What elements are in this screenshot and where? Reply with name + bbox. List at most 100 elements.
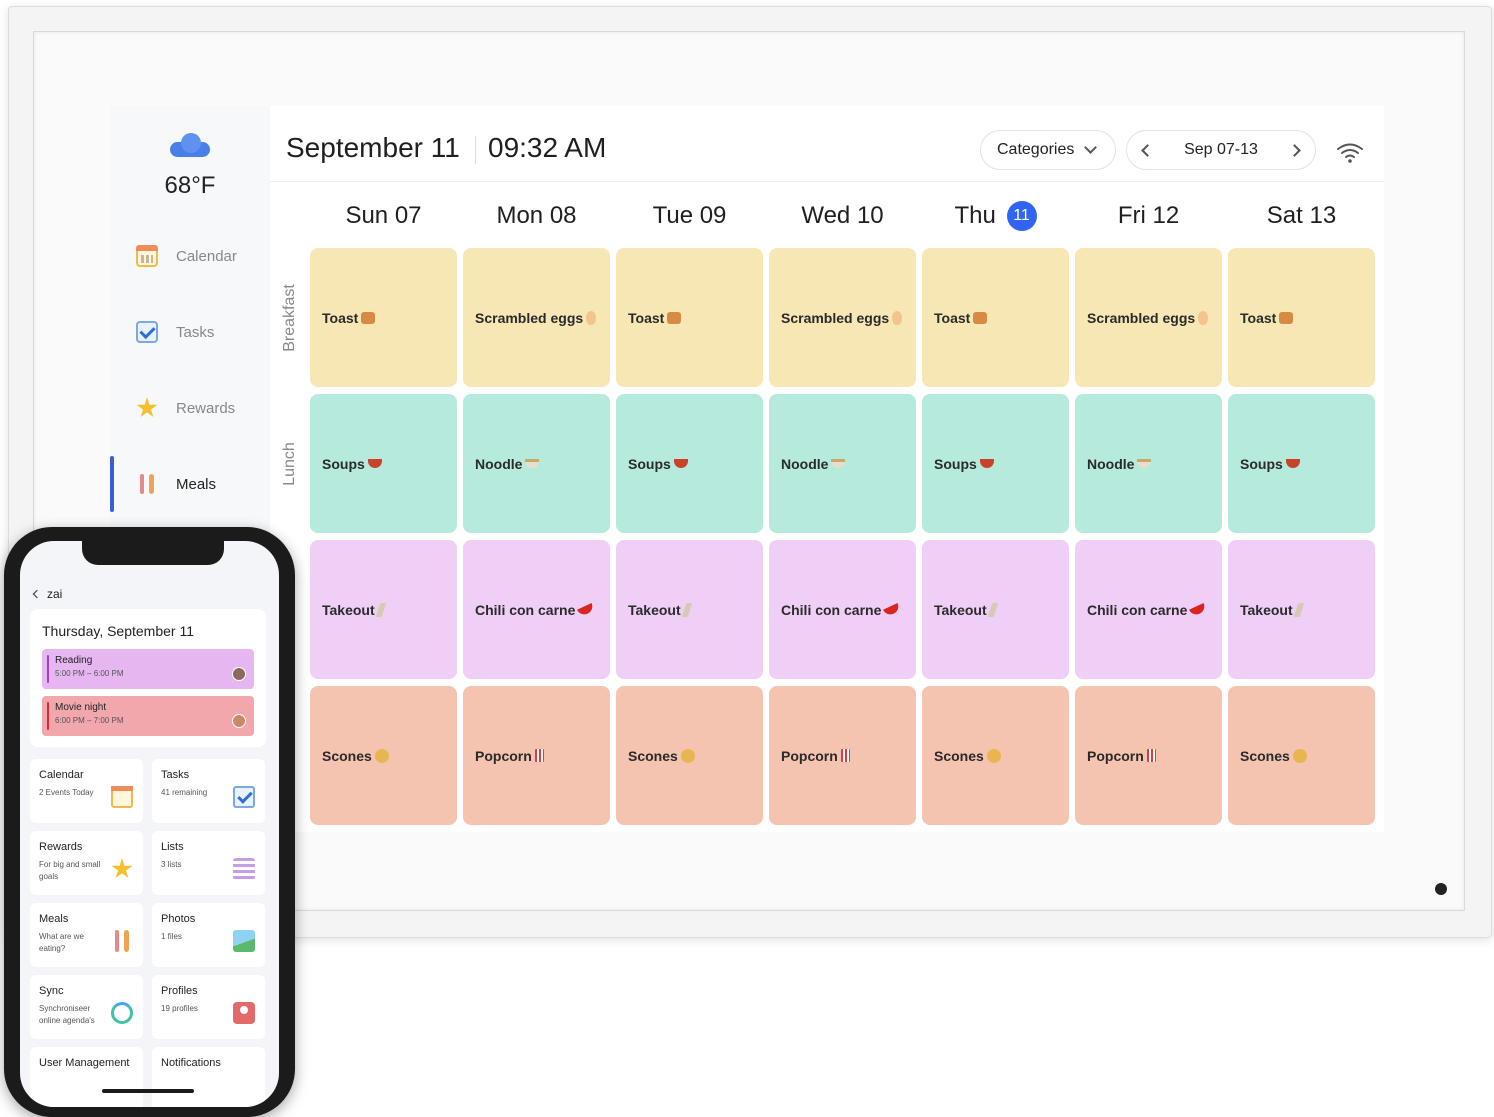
chopsticks-icon bbox=[1293, 602, 1304, 617]
meal-cell[interactable]: Soups bbox=[922, 394, 1069, 533]
tile-meals[interactable]: Meals What are we eating? bbox=[30, 903, 143, 967]
chopsticks-icon bbox=[681, 602, 692, 617]
tile-notifications[interactable]: Notifications bbox=[152, 1047, 265, 1107]
chili-icon bbox=[1189, 602, 1208, 617]
tile-lists[interactable]: Lists 3 lists bbox=[152, 831, 265, 895]
tile-sync[interactable]: Sync Synchroniseer online agenda's bbox=[30, 975, 143, 1039]
tile-user-management[interactable]: User Management bbox=[30, 1047, 143, 1107]
meal-name: Soups bbox=[1240, 455, 1283, 472]
meal-name: Scrambled eggs bbox=[475, 309, 584, 326]
meal-cell[interactable]: Takeout bbox=[922, 540, 1069, 679]
sidebar-item-meals[interactable]: Meals bbox=[110, 456, 270, 512]
tile-photos[interactable]: Photos 1 files bbox=[152, 903, 265, 967]
wifi-icon bbox=[1337, 143, 1363, 163]
event-reading[interactable]: Reading 5:00 PM – 6:00 PM bbox=[42, 649, 254, 689]
checkbox-icon bbox=[233, 786, 255, 808]
tile-subtitle: Synchroniseer online agenda's bbox=[39, 1004, 95, 1025]
meal-cell[interactable]: Toast bbox=[1228, 248, 1375, 387]
meal-name: Noodle bbox=[1087, 455, 1135, 472]
sidebar-item-rewards[interactable]: Rewards bbox=[110, 380, 270, 436]
tile-subtitle: 19 profiles bbox=[161, 1004, 198, 1013]
meal-cell[interactable]: Noodle bbox=[1075, 394, 1222, 533]
star-icon bbox=[111, 858, 133, 879]
meal-cell[interactable]: Scones bbox=[1228, 686, 1375, 825]
temperature: 68°F bbox=[164, 172, 216, 199]
tile-profiles[interactable]: Profiles 19 profiles bbox=[152, 975, 265, 1039]
meal-cell[interactable]: Chili con carne bbox=[769, 540, 916, 679]
meal-cell[interactable]: Takeout bbox=[1228, 540, 1375, 679]
meal-name: Popcorn bbox=[475, 747, 532, 764]
avatar bbox=[232, 667, 246, 681]
meal-cell[interactable]: Noodle bbox=[463, 394, 610, 533]
meal-cell[interactable]: Noodle bbox=[769, 394, 916, 533]
tile-calendar[interactable]: Calendar 2 Events Today bbox=[30, 759, 143, 823]
popcorn-icon bbox=[840, 749, 850, 762]
tile-tasks[interactable]: Tasks 41 remaining bbox=[152, 759, 265, 823]
photo-icon bbox=[233, 930, 255, 952]
tile-title: Rewards bbox=[39, 841, 83, 853]
meal-cell[interactable]: Scones bbox=[616, 686, 763, 825]
chopsticks-icon bbox=[375, 602, 386, 617]
categories-dropdown[interactable]: Categories bbox=[980, 130, 1116, 170]
display-screen: 68°F Calendar Tasks Rewards Meals Septem… bbox=[110, 106, 1384, 832]
meal-name: Takeout bbox=[1240, 601, 1293, 618]
current-time: 09:32 AM bbox=[488, 132, 607, 163]
meal-cell[interactable]: Soups bbox=[616, 394, 763, 533]
tile-subtitle: 3 lists bbox=[161, 860, 182, 869]
tile-rewards[interactable]: Rewards For big and small goals bbox=[30, 831, 143, 895]
meal-name: Toast bbox=[934, 309, 971, 326]
day-header: Sat 13 bbox=[1266, 202, 1337, 229]
meal-cell[interactable]: Scrambled eggs bbox=[1075, 248, 1222, 387]
meal-cell[interactable]: Takeout bbox=[310, 540, 457, 679]
chevron-left-icon[interactable] bbox=[1141, 143, 1154, 157]
checkbox-icon bbox=[136, 321, 158, 343]
tile-subtitle: 2 Events Today bbox=[39, 788, 94, 797]
back-button[interactable]: zai bbox=[32, 587, 62, 601]
meal-name: Chili con carne bbox=[781, 601, 882, 618]
meal-name: Soups bbox=[934, 455, 977, 472]
event-movie-night[interactable]: Movie night 6:00 PM – 7:00 PM bbox=[42, 696, 254, 736]
meal-cell[interactable]: Popcorn bbox=[463, 686, 610, 825]
meal-name: Scones bbox=[934, 747, 984, 764]
meal-cell[interactable]: Popcorn bbox=[1075, 686, 1222, 825]
meal-cell[interactable]: Scones bbox=[310, 686, 457, 825]
tile-title: Sync bbox=[39, 985, 64, 997]
sidebar-item-tasks[interactable]: Tasks bbox=[110, 304, 270, 360]
meal-name: Popcorn bbox=[1087, 747, 1144, 764]
meal-cell[interactable]: Takeout bbox=[616, 540, 763, 679]
meal-name: Scones bbox=[1240, 747, 1290, 764]
meal-cell[interactable]: Scrambled eggs bbox=[769, 248, 916, 387]
meal-cell[interactable]: Popcorn bbox=[769, 686, 916, 825]
sync-icon bbox=[111, 1002, 133, 1024]
meal-cell[interactable]: Chili con carne bbox=[1075, 540, 1222, 679]
meal-name: Popcorn bbox=[781, 747, 838, 764]
sidebar-item-calendar[interactable]: Calendar bbox=[110, 228, 270, 284]
meal-cell[interactable]: Scrambled eggs bbox=[463, 248, 610, 387]
soup-pot-icon bbox=[979, 459, 994, 468]
chili-icon bbox=[577, 602, 596, 617]
cookie-icon bbox=[1292, 748, 1307, 763]
meal-row-label-breakfast: Breakfast bbox=[281, 283, 298, 352]
meal-cell[interactable]: Soups bbox=[310, 394, 457, 533]
event-title: Movie night bbox=[55, 702, 107, 713]
chevron-right-icon[interactable] bbox=[1288, 143, 1301, 157]
header: September 11 09:32 AM Categories Sep 07-… bbox=[270, 106, 1384, 182]
meal-name: Scones bbox=[628, 747, 678, 764]
meal-cell[interactable]: Chili con carne bbox=[463, 540, 610, 679]
tile-subtitle: For big and small goals bbox=[39, 860, 101, 881]
meal-cell[interactable]: Toast bbox=[310, 248, 457, 387]
tile-title: User Management bbox=[39, 1057, 130, 1069]
profile-icon bbox=[233, 1002, 255, 1024]
meal-cell[interactable]: Scones bbox=[922, 686, 1069, 825]
sidebar-item-label: Rewards bbox=[176, 399, 236, 417]
list-icon bbox=[233, 858, 255, 880]
meal-cell[interactable]: Soups bbox=[1228, 394, 1375, 533]
egg-icon bbox=[586, 310, 597, 325]
day-header-today: Thu 11 bbox=[922, 198, 1069, 238]
day-header-row: Sun 07 Mon 08 Tue 09 Wed 10 Thu 11 Fri 1… bbox=[310, 198, 1376, 238]
meal-cell[interactable]: Toast bbox=[922, 248, 1069, 387]
cookie-icon bbox=[680, 748, 695, 763]
cloud-icon bbox=[168, 132, 212, 158]
current-date: September 11 bbox=[286, 132, 460, 163]
meal-cell[interactable]: Toast bbox=[616, 248, 763, 387]
